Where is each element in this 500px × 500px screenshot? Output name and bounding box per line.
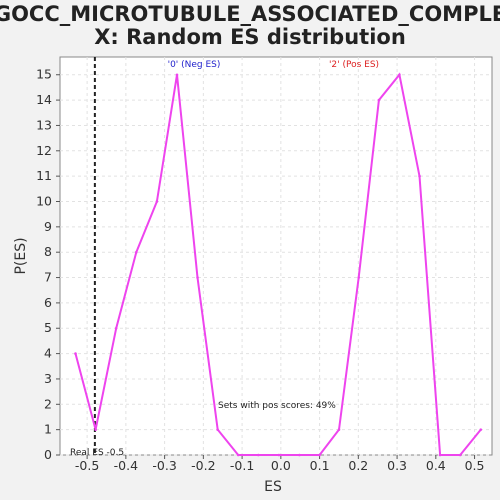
y-tick-label: 7: [44, 270, 52, 285]
x-tick-label: -0.1: [230, 458, 254, 473]
plot-area: [59, 56, 493, 456]
data-points: [74, 73, 483, 457]
y-axis-label: P(ES): [13, 237, 29, 274]
y-tick-label: 8: [44, 244, 52, 259]
x-tick-label: 0.4: [426, 458, 446, 473]
y-tick-label: 6: [44, 295, 52, 310]
data-point: [135, 250, 138, 254]
data-point: [418, 174, 421, 178]
y-tick-label: 14: [36, 92, 52, 107]
data-point: [357, 276, 361, 279]
y-tick-label: 15: [36, 67, 52, 82]
y-tick-label: 11: [36, 168, 52, 183]
x-tick-label: 0.2: [348, 458, 368, 473]
data-point: [377, 98, 381, 102]
data-point: [458, 453, 462, 457]
data-point: [398, 73, 401, 77]
data-point: [155, 200, 159, 203]
real-es-label: Real ES -0.5: [70, 448, 124, 458]
x-tick-label: 0.3: [387, 458, 407, 473]
data-point: [94, 428, 97, 431]
y-tick-label: 1: [44, 422, 52, 437]
data-point: [479, 428, 483, 431]
y-tick-label: 9: [44, 219, 52, 234]
data-point: [114, 326, 118, 330]
data-point: [175, 73, 179, 77]
x-tick-label: 0.1: [310, 458, 330, 473]
chart-title-line1: GOCC_MICROTUBULE_ASSOCIATED_COMPLE: [0, 2, 500, 26]
data-point: [277, 453, 281, 457]
x-tick-label: -0.4: [114, 458, 138, 473]
data-point: [337, 428, 341, 431]
data-point: [216, 428, 219, 431]
data-point: [438, 453, 442, 457]
y-tick-label: 13: [36, 117, 52, 132]
y-tick-label: 5: [44, 320, 52, 335]
pos-scores-text: Sets with pos scores: 49%: [218, 401, 336, 411]
y-tick-label: 12: [36, 143, 52, 158]
pos-es-label: '2' (Pos ES): [329, 60, 379, 70]
data-point: [257, 453, 260, 457]
y-tick-label: 10: [36, 193, 52, 208]
y-tick-label: 3: [44, 371, 52, 386]
y-tick-label: 0: [44, 447, 52, 462]
data-point: [196, 276, 199, 279]
x-tick-label: 0.5: [465, 458, 485, 473]
data-point: [74, 352, 77, 355]
data-point: [236, 453, 240, 457]
x-tick-label: -0.5: [75, 458, 99, 473]
x-tick-label: -0.2: [191, 458, 215, 473]
chart-title-line2: X: Random ES distribution: [94, 25, 406, 49]
data-point: [298, 453, 301, 457]
x-tick-label: -0.3: [152, 458, 176, 473]
y-tick-label: 2: [44, 396, 52, 411]
x-axis-label: ES: [264, 479, 282, 495]
data-point: [318, 453, 321, 457]
x-axis-ticks: -0.5 -0.4 -0.3 -0.2 -0.1 0.0 0.1 0.2 0.3 0.4 0.5: [75, 455, 485, 473]
x-tick-label: 0.0: [271, 458, 291, 473]
neg-es-label: '0' (Neg ES): [168, 60, 221, 70]
y-tick-label: 4: [44, 346, 52, 361]
